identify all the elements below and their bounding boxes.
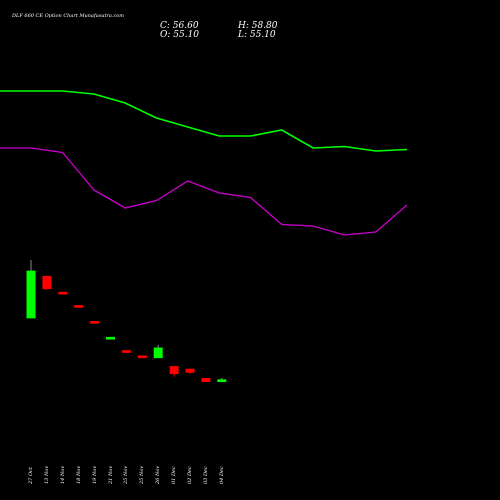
x-tick-label: 18 Nov bbox=[75, 465, 82, 484]
x-tick-label: 19 Nov bbox=[91, 465, 98, 484]
candle-body bbox=[74, 305, 84, 308]
candles-group bbox=[26, 260, 227, 382]
candle-body bbox=[153, 347, 163, 359]
x-tick-label: 25 Nov bbox=[139, 465, 146, 484]
open-value: O: 55.10 bbox=[160, 30, 200, 40]
x-tick-label: 25 Nov bbox=[123, 465, 130, 484]
x-tick-label: 03 Dec bbox=[202, 466, 209, 484]
candle-body bbox=[90, 321, 100, 324]
chart-title: DLF 660 CE Option Chart Munafasutra.com bbox=[12, 13, 125, 19]
low-value: L: 55.10 bbox=[238, 30, 276, 40]
candle-body bbox=[185, 368, 195, 373]
x-tick-label: 14 Nov bbox=[59, 465, 66, 484]
candle-body bbox=[137, 355, 147, 359]
high-value: H: 58.80 bbox=[238, 21, 278, 31]
x-tick-label: 04 Dec bbox=[218, 466, 225, 484]
candle-body bbox=[169, 366, 179, 375]
x-tick-label: 13 Nov bbox=[43, 465, 50, 484]
close-value: C: 56.60 bbox=[160, 21, 199, 31]
candle-body bbox=[121, 350, 131, 353]
candle-body bbox=[42, 275, 52, 290]
candle-body bbox=[26, 270, 36, 319]
lower-band-line bbox=[0, 147, 408, 236]
x-tick-label: 21 Nov bbox=[107, 465, 114, 484]
candle-body bbox=[201, 378, 211, 382]
upper-band-line bbox=[0, 90, 408, 152]
x-tick-label: 26 Nov bbox=[155, 465, 162, 484]
candle-body bbox=[217, 379, 227, 382]
candle-body bbox=[58, 291, 68, 295]
x-tick-label: 01 Dec bbox=[171, 466, 178, 484]
x-tick-label: 02 Dec bbox=[187, 466, 193, 484]
candle-body bbox=[106, 336, 115, 340]
x-tick-label: 27 Oct bbox=[28, 467, 34, 484]
